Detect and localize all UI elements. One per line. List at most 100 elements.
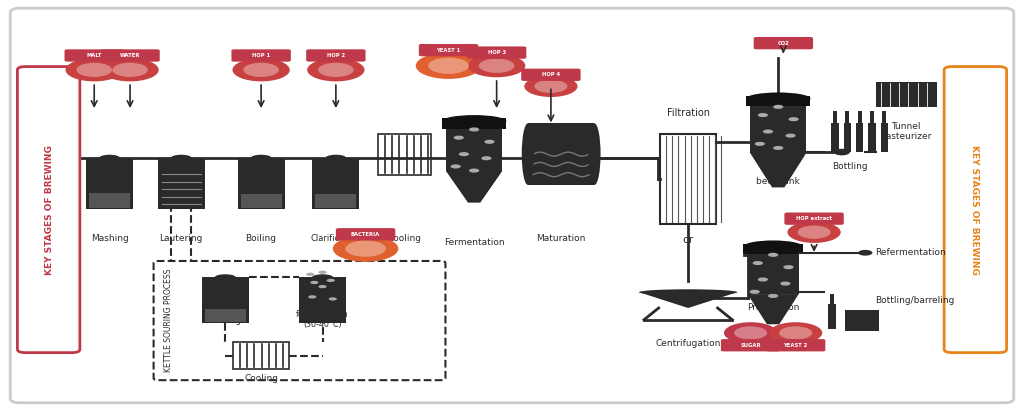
FancyBboxPatch shape (721, 339, 780, 351)
Bar (660, 134, 717, 224)
Circle shape (758, 277, 768, 282)
Text: Boiling: Boiling (246, 234, 276, 243)
Ellipse shape (743, 240, 803, 253)
Circle shape (66, 58, 123, 81)
Circle shape (318, 270, 327, 274)
Circle shape (734, 326, 767, 339)
Circle shape (318, 63, 353, 77)
Circle shape (481, 156, 492, 160)
Text: Lactic
fermentation
(30-40°C): Lactic fermentation (30-40°C) (296, 300, 349, 329)
Text: or: or (682, 236, 694, 245)
Bar (745, 96, 811, 106)
Bar (202, 277, 249, 323)
Bar (238, 158, 285, 209)
FancyBboxPatch shape (17, 67, 80, 353)
Bar (446, 121, 502, 171)
Text: Centrifugation: Centrifugation (655, 339, 721, 348)
Text: Bottling: Bottling (833, 162, 867, 171)
Circle shape (469, 169, 479, 173)
Text: Mashing: Mashing (91, 234, 128, 243)
Text: Fermentation: Fermentation (443, 238, 505, 247)
Bar (86, 158, 133, 209)
Circle shape (244, 63, 279, 77)
FancyBboxPatch shape (784, 212, 844, 225)
Bar (846, 111, 850, 123)
Circle shape (327, 279, 335, 282)
Bar (442, 118, 506, 129)
Ellipse shape (215, 274, 236, 281)
Circle shape (753, 261, 763, 265)
Circle shape (101, 58, 159, 81)
Bar (241, 194, 282, 208)
Circle shape (763, 129, 773, 134)
FancyBboxPatch shape (306, 49, 366, 62)
FancyBboxPatch shape (336, 228, 395, 240)
Polygon shape (748, 294, 799, 324)
Text: CO2: CO2 (777, 41, 790, 46)
Ellipse shape (312, 274, 333, 281)
Polygon shape (98, 158, 121, 172)
Ellipse shape (99, 155, 120, 162)
Bar (856, 123, 863, 152)
Bar (828, 304, 836, 329)
Circle shape (232, 58, 290, 81)
Circle shape (724, 322, 777, 344)
Circle shape (451, 164, 461, 169)
Bar (158, 158, 205, 209)
Circle shape (428, 58, 469, 74)
Text: YEAST 2: YEAST 2 (783, 343, 808, 348)
Text: Cooling: Cooling (387, 234, 422, 243)
Circle shape (768, 294, 778, 298)
Bar (870, 111, 874, 123)
Ellipse shape (745, 92, 811, 105)
FancyBboxPatch shape (754, 37, 813, 49)
Bar (876, 82, 937, 107)
Polygon shape (250, 158, 272, 172)
FancyBboxPatch shape (944, 67, 1007, 353)
FancyBboxPatch shape (10, 8, 1014, 403)
Circle shape (333, 236, 398, 262)
Bar (528, 123, 594, 185)
Text: WATER: WATER (120, 53, 140, 58)
Bar (830, 294, 834, 304)
Ellipse shape (171, 155, 191, 162)
Text: Filtration: Filtration (667, 108, 710, 118)
Ellipse shape (588, 123, 600, 185)
Polygon shape (214, 277, 237, 290)
Bar (834, 111, 838, 123)
FancyBboxPatch shape (65, 49, 124, 62)
Circle shape (318, 285, 327, 288)
Circle shape (787, 222, 841, 243)
FancyBboxPatch shape (100, 49, 160, 62)
Circle shape (798, 226, 830, 239)
Circle shape (750, 290, 760, 294)
Circle shape (780, 282, 791, 286)
Bar (858, 111, 862, 123)
Text: Tunnel
pasteurizer: Tunnel pasteurizer (881, 122, 932, 141)
Text: Lautering: Lautering (160, 234, 203, 243)
Bar (312, 158, 359, 209)
Bar (750, 99, 807, 153)
Text: KEY STAGES OF BREWING: KEY STAGES OF BREWING (45, 145, 53, 275)
Circle shape (345, 240, 386, 257)
Polygon shape (639, 292, 737, 308)
Circle shape (307, 58, 365, 81)
Circle shape (788, 117, 799, 121)
Bar (205, 309, 246, 322)
Circle shape (77, 63, 112, 77)
Circle shape (858, 250, 872, 256)
Polygon shape (170, 158, 193, 172)
FancyBboxPatch shape (766, 339, 825, 351)
Circle shape (479, 59, 514, 73)
Circle shape (758, 113, 768, 117)
Bar (233, 342, 290, 369)
Circle shape (769, 322, 822, 344)
Bar (844, 123, 851, 152)
Text: HOP 2: HOP 2 (327, 53, 345, 58)
Bar (868, 123, 876, 152)
Text: HOP extract: HOP extract (796, 216, 833, 221)
FancyBboxPatch shape (231, 49, 291, 62)
Text: BACTERIA: BACTERIA (351, 232, 380, 237)
Polygon shape (311, 277, 334, 290)
Text: YEAST 1: YEAST 1 (436, 48, 461, 53)
